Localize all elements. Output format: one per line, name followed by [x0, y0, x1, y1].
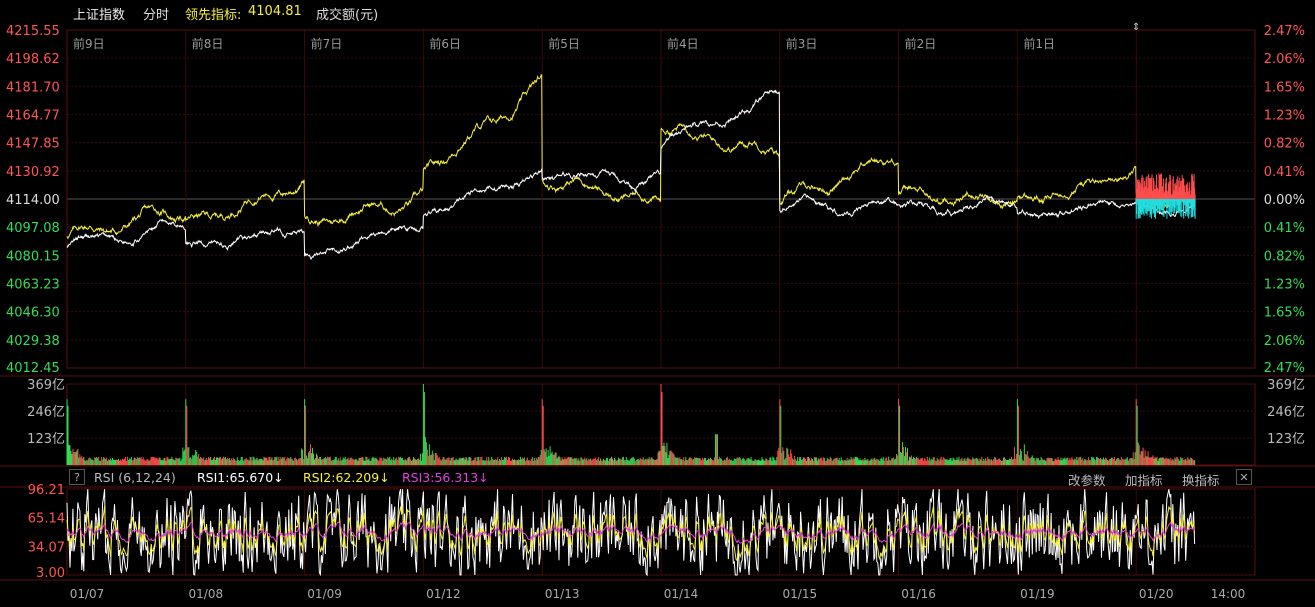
date-label: 14:00 [1211, 587, 1246, 601]
date-label: 01/14 [664, 587, 699, 601]
percent-tick-label: 2.47% [1264, 361, 1305, 376]
day-label: 前4日 [667, 36, 699, 51]
percent-tick-label: 0.82% [1264, 249, 1305, 264]
rsi2-value: RSI2:62.209↓ [303, 470, 390, 485]
rsi3-line[interactable] [66, 520, 1196, 544]
leading-indicator-label: 领先指标: [185, 8, 242, 23]
percent-tick-label: 2.06% [1264, 334, 1305, 349]
price-panel-frame [66, 29, 1256, 369]
rsi-title[interactable]: RSI (6,12,24) [94, 470, 176, 485]
date-label: 01/12 [426, 587, 461, 601]
price-tick-label: 4198.62 [6, 52, 60, 67]
rsi-tick-label: 3.00 [36, 566, 65, 581]
rsi-tick-label: 34.07 [28, 540, 65, 555]
day-label: 前2日 [905, 36, 937, 51]
volume-tick-label: 246亿 [27, 405, 65, 420]
date-label: 01/08 [189, 587, 224, 601]
day-label: 前3日 [786, 36, 818, 51]
date-label: 01/15 [783, 587, 818, 601]
price-tick-label: 4029.38 [6, 334, 60, 349]
rsi-tick-label: 65.14 [28, 512, 65, 527]
price-tick-label: 4147.85 [6, 137, 60, 152]
price-tick-label: 4063.23 [6, 278, 60, 293]
rsi1-line[interactable] [66, 489, 1196, 577]
percent-tick-label: 1.23% [1264, 278, 1305, 293]
index-price-line[interactable] [66, 89, 1196, 261]
rsi3-value: RSI3:56.313↓ [402, 470, 489, 485]
percent-tick-label: 2.06% [1264, 52, 1305, 67]
price-tick-label: 4046.30 [6, 306, 60, 321]
percent-tick-label: 0.41% [1264, 165, 1305, 180]
day-label: 前1日 [1023, 36, 1055, 51]
price-tick-label: 4114.00 [6, 193, 60, 208]
rsi-tick-label: 96.21 [28, 483, 65, 498]
rsi1-value: RSI1:65.670↓ [197, 470, 284, 485]
help-icon[interactable]: ? [69, 469, 85, 485]
date-label: 01/19 [1020, 587, 1055, 601]
date-label: 01/20 [1139, 587, 1174, 601]
date-label: 01/09 [307, 587, 342, 601]
volume-tick-label: 123亿 [27, 432, 65, 447]
percent-tick-label: 1.65% [1264, 306, 1305, 321]
percent-tick-label: 0.82% [1264, 137, 1305, 152]
index-name[interactable]: 上证指数 [73, 8, 126, 23]
volume-tick-label: 369亿 [27, 378, 65, 393]
day-label: 前7日 [311, 36, 343, 51]
drag-handle-icon[interactable]: ⇕ [1132, 22, 1141, 33]
date-label: 01/13 [545, 587, 580, 601]
percent-tick-label: 1.23% [1264, 109, 1305, 124]
day-label: 前9日 [73, 36, 105, 51]
leading-indicator-value: 4104.81 [248, 4, 302, 19]
volume-label[interactable]: 成交额(元) [316, 8, 379, 23]
price-tick-label: 4215.55 [6, 24, 60, 39]
price-tick-label: 4097.08 [6, 221, 60, 236]
volume-tick-label: 246亿 [1267, 405, 1305, 420]
add-indicator-button[interactable]: 加指标 [1125, 473, 1163, 488]
price-tick-label: 4164.77 [6, 109, 60, 124]
date-label: 01/07 [70, 587, 105, 601]
day-label: 前6日 [429, 36, 461, 51]
price-tick-label: 4080.15 [6, 249, 60, 264]
percent-tick-label: 0.00% [1264, 193, 1305, 208]
mode-label[interactable]: 分时 [143, 8, 170, 23]
change-params-button[interactable]: 改参数 [1068, 473, 1106, 488]
day-label: 前8日 [192, 36, 224, 51]
percent-tick-label: 2.47% [1264, 24, 1305, 39]
volume-tick-label: 369亿 [1267, 378, 1305, 393]
volume-tick-label: 123亿 [1267, 432, 1305, 447]
switch-indicator-button[interactable]: 换指标 [1182, 473, 1220, 488]
day-label: 前5日 [548, 36, 580, 51]
rsi2-line[interactable] [66, 505, 1196, 562]
percent-tick-label: 0.41% [1264, 221, 1305, 236]
close-indicator-icon[interactable]: ✕ [1236, 469, 1252, 485]
price-tick-label: 4012.45 [6, 361, 60, 376]
date-label: 01/16 [901, 587, 936, 601]
percent-tick-label: 1.65% [1264, 80, 1305, 95]
price-tick-label: 4181.70 [6, 80, 60, 95]
price-tick-label: 4130.92 [6, 165, 60, 180]
